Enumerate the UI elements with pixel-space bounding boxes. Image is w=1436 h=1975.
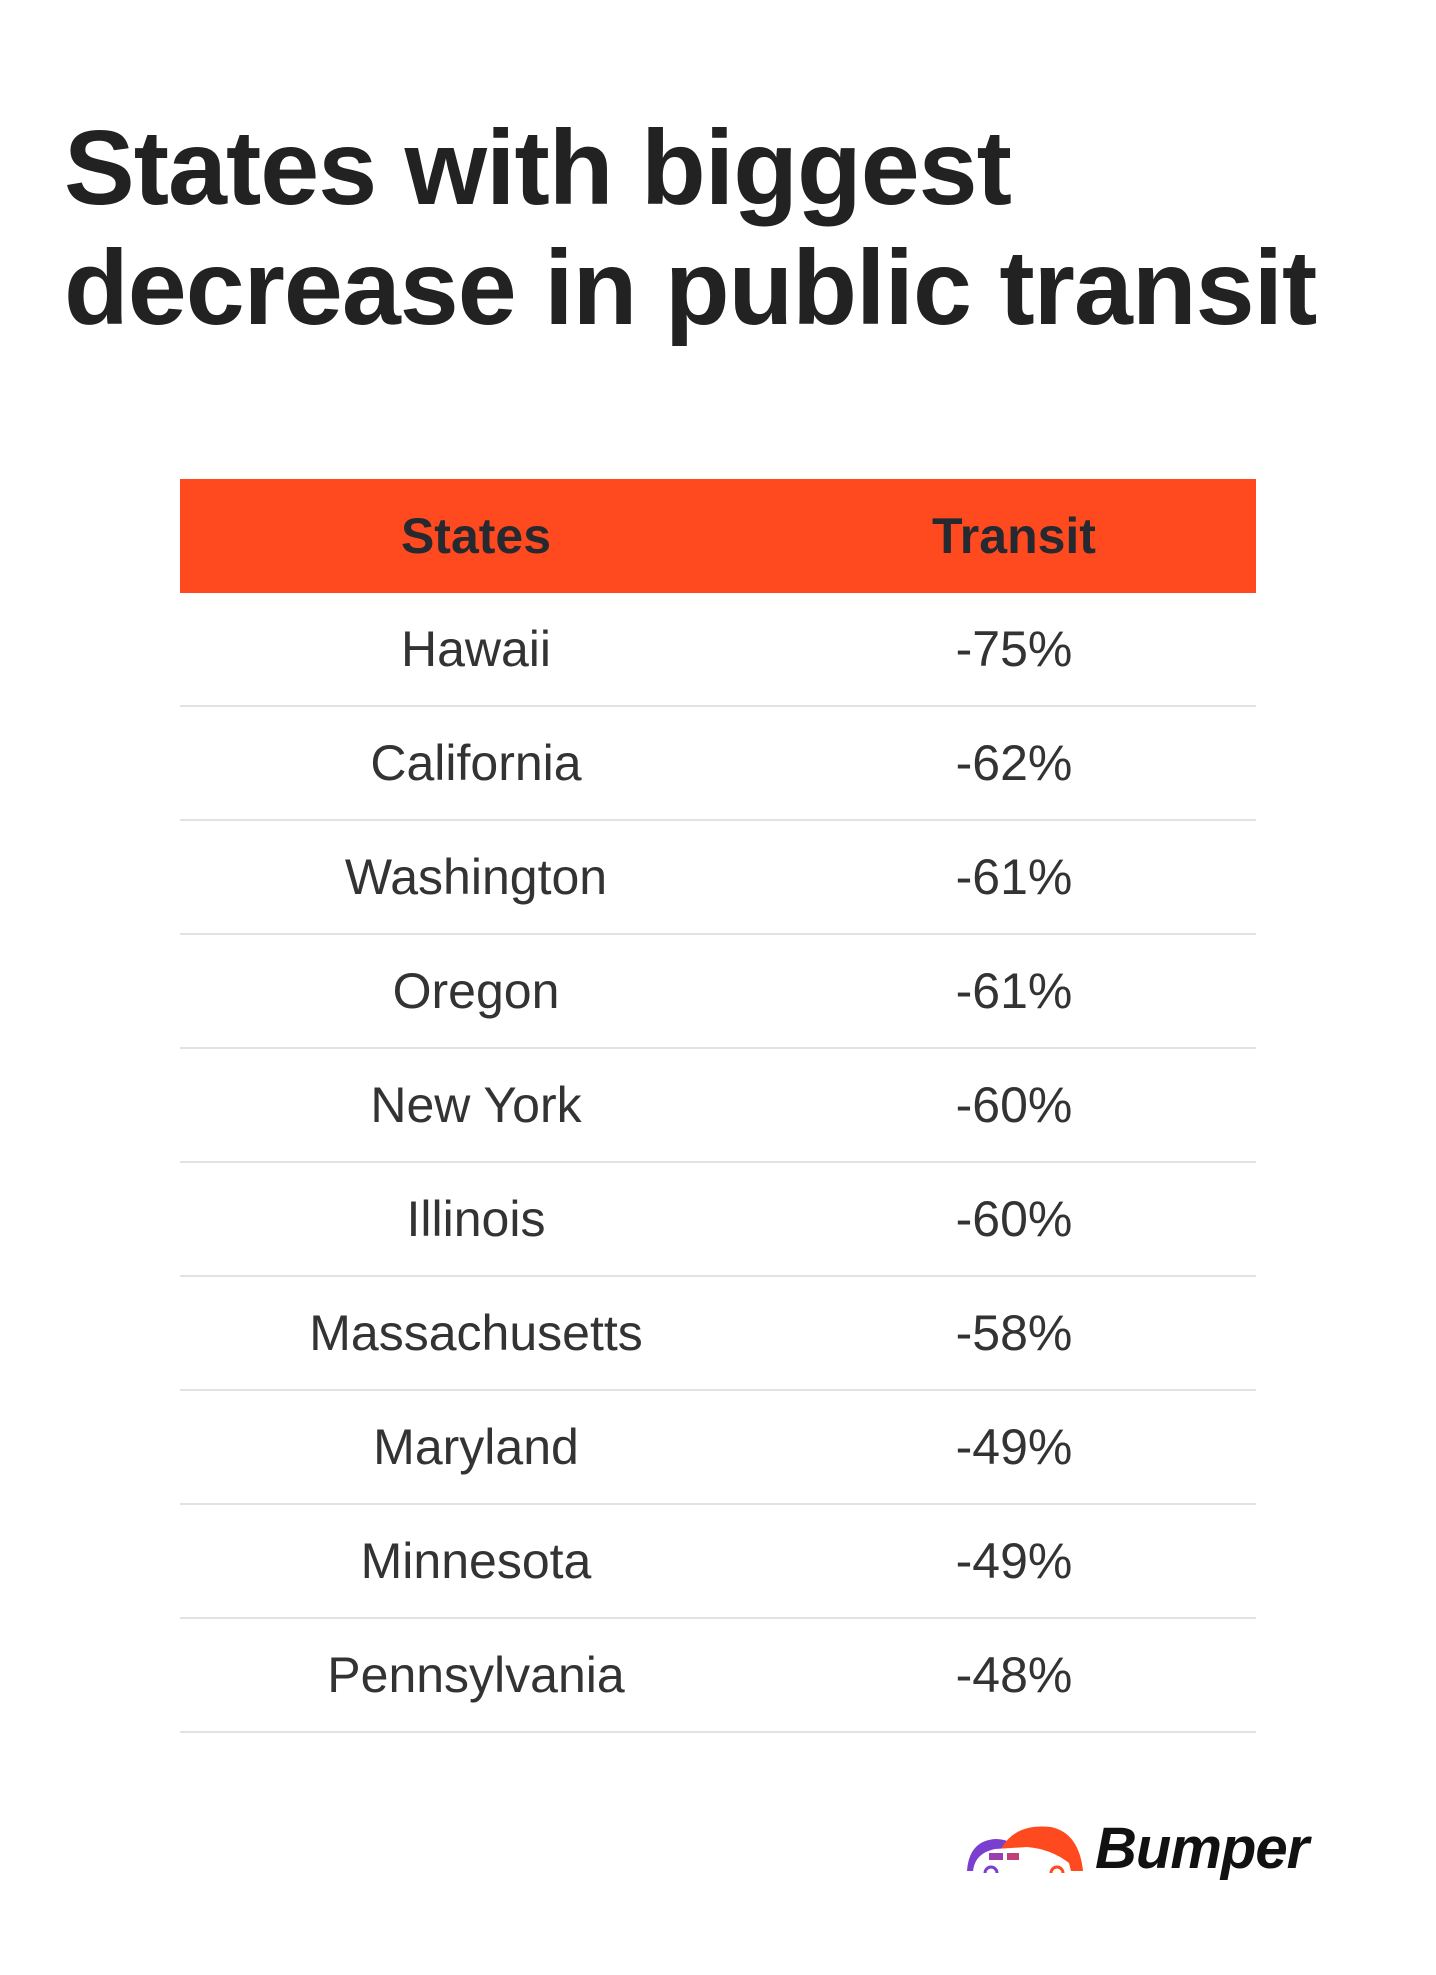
state-cell: Massachusetts [180,1276,772,1391]
table-row: Pennsylvania -48% [180,1618,1256,1733]
state-cell: New York [180,1048,772,1163]
transit-cell: -58% [772,1276,1256,1391]
table-row: Oregon -61% [180,934,1256,1049]
transit-cell: -61% [772,934,1256,1049]
transit-cell: -48% [772,1618,1256,1733]
table-row: Minnesota -49% [180,1504,1256,1619]
transit-cell: -60% [772,1048,1256,1163]
states-transit-table: States Transit Hawaii -75% California -62% W… [180,479,1256,1733]
state-cell: Pennsylvania [180,1618,772,1733]
header-transit: Transit [772,479,1256,593]
page-title: States with biggest decrease in public t… [64,108,1317,348]
state-cell: Maryland [180,1390,772,1505]
table-row: Hawaii -75% [180,593,1256,707]
state-cell: Minnesota [180,1504,772,1619]
table-row: Washington -61% [180,820,1256,935]
transit-cell: -49% [772,1390,1256,1505]
logo-text: Bumper [1095,1816,1309,1881]
state-cell: Illinois [180,1162,772,1277]
title-line-1: States with biggest [64,109,1012,227]
transit-cell: -61% [772,820,1256,935]
state-cell: Washington [180,820,772,935]
table-row: New York -60% [180,1048,1256,1163]
table-row: Maryland -49% [180,1390,1256,1505]
transit-cell: -62% [772,706,1256,821]
bumper-logo: Bumper [965,1815,1309,1882]
car-logo-icon [965,1825,1085,1879]
table-row: California -62% [180,706,1256,821]
state-cell: Oregon [180,934,772,1049]
state-cell: Hawaii [180,593,772,707]
header-states: States [180,479,772,593]
title-line-2: decrease in public transit [64,229,1317,347]
transit-cell: -49% [772,1504,1256,1619]
table-row: Massachusetts -58% [180,1276,1256,1391]
transit-cell: -75% [772,593,1256,707]
state-cell: California [180,706,772,821]
table-row: Illinois -60% [180,1162,1256,1277]
transit-cell: -60% [772,1162,1256,1277]
table-header-row: States Transit [180,479,1256,593]
